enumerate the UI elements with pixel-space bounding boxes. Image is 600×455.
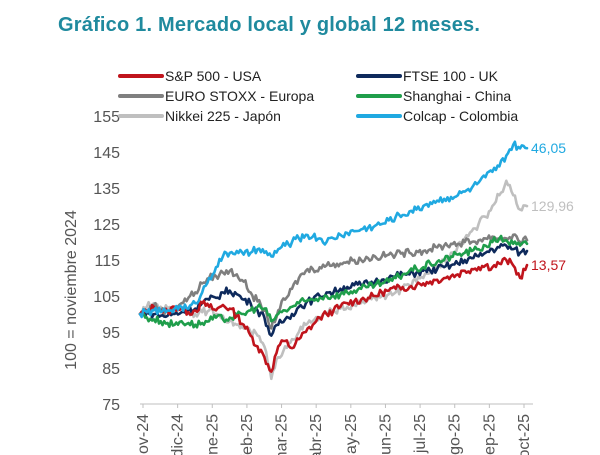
series-line [138, 233, 529, 330]
legend-label: EURO STOXX - Europa [165, 88, 314, 104]
series-line [138, 256, 529, 373]
legend-label: Colcap - Colombia [403, 108, 518, 124]
x-tick-label: sep-25 [481, 414, 498, 455]
x-tick-label: ene-25 [204, 414, 221, 455]
end-value-label: 46,05 [531, 140, 566, 156]
x-tick-label: feb-25 [239, 414, 256, 455]
x-tick-label: abr-25 [308, 414, 325, 455]
y-tick-label: 145 [93, 145, 120, 162]
end-value-label: 129,96 [531, 198, 574, 214]
y-tick-label: 125 [93, 217, 120, 234]
series-line [138, 234, 529, 329]
x-tick-label: jun-25 [377, 414, 394, 455]
legend-label: FTSE 100 - UK [403, 68, 499, 84]
y-tick-label: 135 [93, 181, 120, 198]
x-tick-label: nov-24 [135, 414, 152, 455]
x-tick-label: jul-25 [412, 414, 429, 454]
y-axis-label: 100 = noviembre 2024 [63, 210, 80, 370]
x-tick-label: dic-24 [170, 414, 187, 455]
y-tick-label: 85 [102, 361, 120, 378]
series-line [138, 140, 529, 319]
x-tick-label: may-25 [343, 414, 360, 455]
x-tick-label: mar-25 [274, 414, 291, 455]
x-tick-label: ago-25 [447, 414, 464, 455]
legend-label: Shanghai - China [403, 88, 511, 104]
y-tick-label: 95 [102, 325, 120, 342]
y-tick-label: 155 [93, 109, 120, 126]
x-tick-label: oct-25 [516, 414, 533, 455]
legend-label: Nikkei 225 - Japón [165, 108, 281, 124]
end-value-label: 13,57 [531, 257, 566, 273]
y-tick-label: 115 [94, 253, 120, 270]
y-tick-label: 75 [102, 397, 120, 414]
legend-label: S&P 500 - USA [165, 68, 262, 84]
chart-title: Gráfico 1. Mercado local y global 12 mes… [58, 14, 481, 36]
series-line [138, 179, 529, 381]
y-tick-label: 105 [93, 289, 120, 306]
